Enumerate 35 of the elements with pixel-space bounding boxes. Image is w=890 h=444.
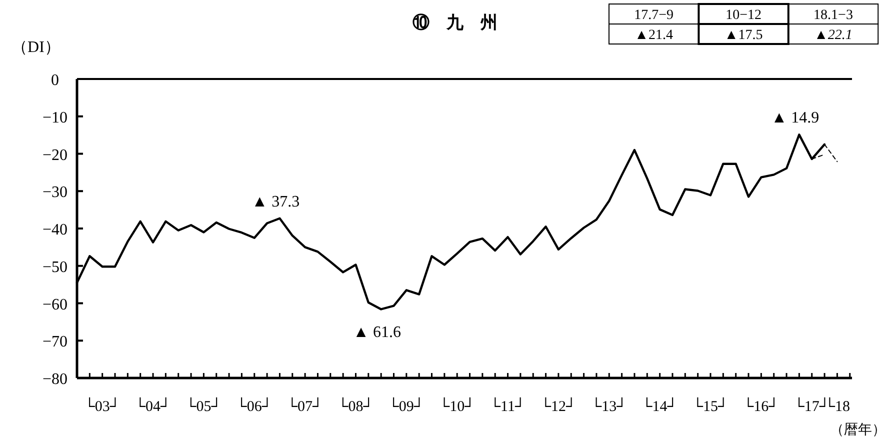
x-tick-label: └14┘ — [642, 397, 678, 415]
x-tick-label: └06┘ — [236, 397, 273, 415]
y-tick-label: −40 — [42, 222, 68, 238]
x-tick-label: └12┘ — [540, 397, 577, 415]
y-tick-label: −70 — [42, 334, 68, 351]
text: ▲22.1 — [814, 28, 852, 43]
annotation: ▲ 37.3 — [252, 193, 300, 210]
x-tick-label: └05┘ — [186, 397, 222, 415]
text: ▲17.5 — [724, 28, 763, 43]
x-tick-label: └08┘ — [338, 397, 374, 415]
y-axis-title: （DI） — [12, 39, 60, 56]
y-tick-label: −60 — [42, 296, 68, 314]
x-axis-title: （暦年） — [830, 422, 886, 438]
y-tick-label: 0 — [51, 72, 59, 89]
chart-title: ⑩ 九 州 — [412, 13, 498, 32]
y-tick-label: −10 — [42, 109, 68, 126]
annotation: ▲ 61.6 — [353, 324, 401, 342]
y-tick-label: −20 — [42, 146, 68, 164]
x-tick-label: └11┘ — [490, 397, 526, 415]
x-tick-label: └04┘ — [134, 397, 172, 415]
x-tick-label: └16┘ — [743, 397, 780, 415]
text: 10−12 — [726, 8, 762, 23]
x-tick-label: └09┘ — [388, 397, 425, 415]
y-tick-label: −80 — [42, 371, 68, 388]
x-tick-label: └13┘ — [591, 397, 628, 415]
annotation: ▲ 14.9 — [771, 110, 820, 127]
text: ▲21.4 — [634, 28, 674, 43]
y-tick-label: −50 — [42, 258, 68, 276]
text: 17.7−9 — [634, 8, 674, 23]
x-tick-label: └15┘ — [692, 397, 729, 415]
y-tick-label: −30 — [42, 184, 68, 202]
x-tick-label: └07┘ — [286, 397, 324, 415]
x-tick-label: └10┘ — [438, 397, 476, 415]
x-tick-label: └03┘ — [84, 397, 120, 415]
text: 18.1−3 — [814, 8, 853, 23]
